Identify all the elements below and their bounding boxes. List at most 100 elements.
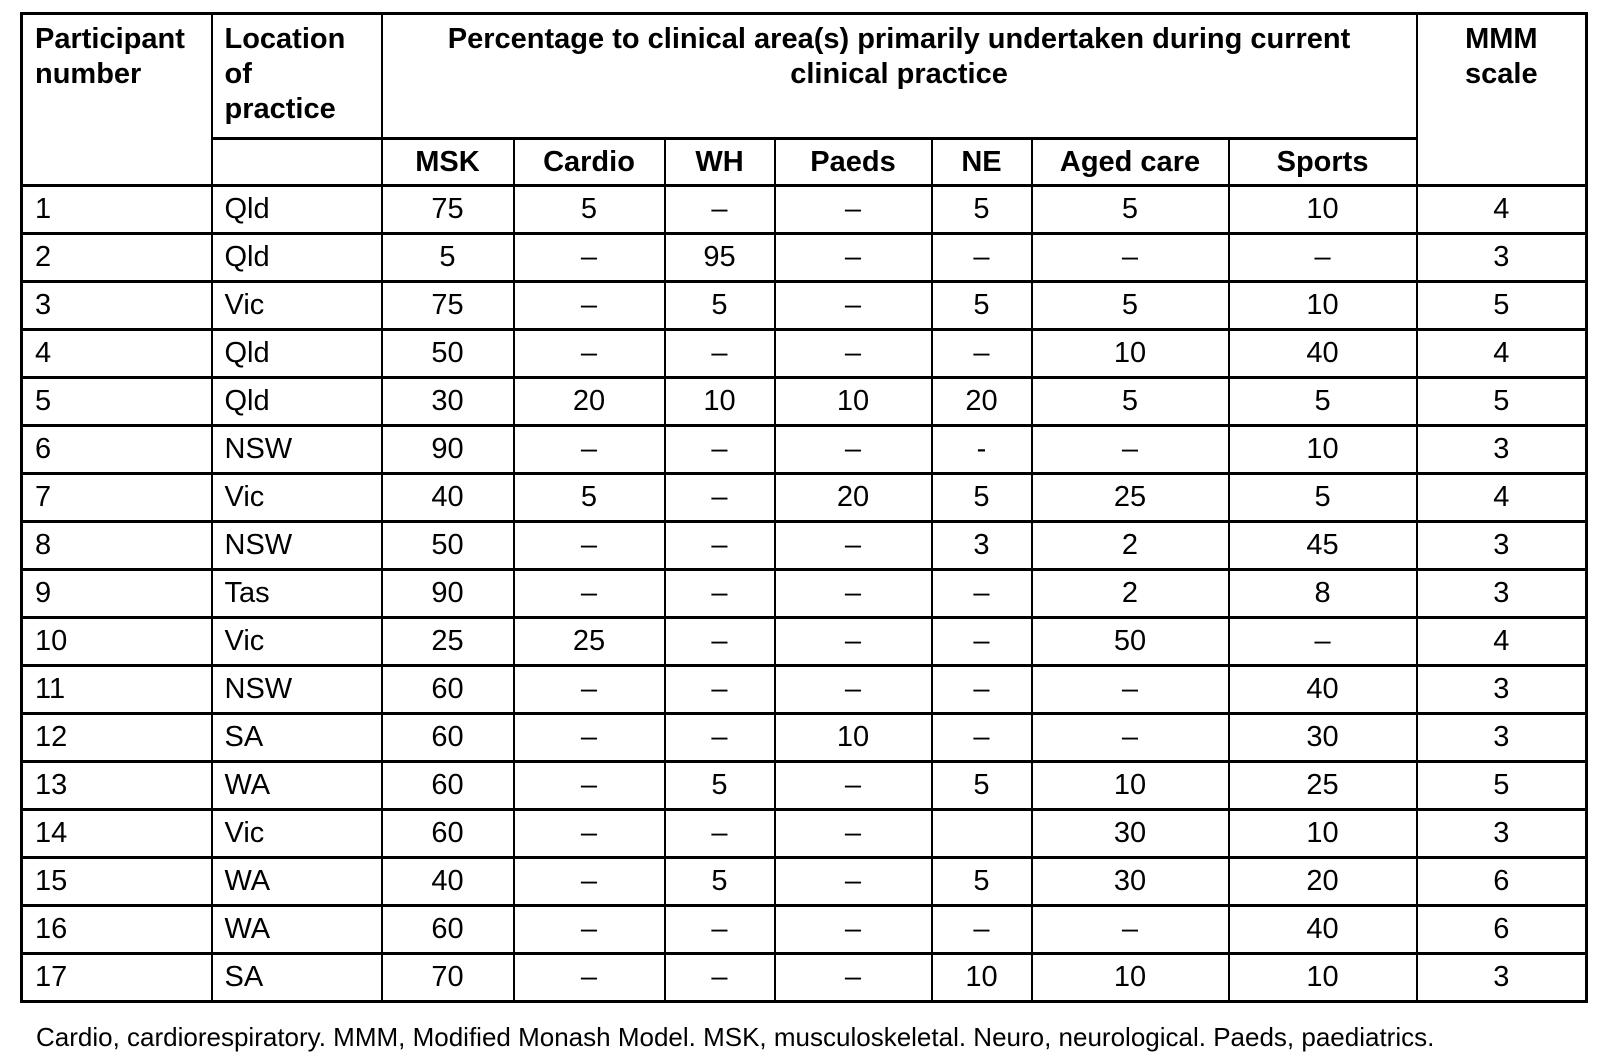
percentage-cell: 2 — [1030, 520, 1230, 571]
percentage-cell: – — [1030, 424, 1230, 475]
percentage-cell: 60 — [380, 712, 515, 763]
participant-number-cell: 6 — [20, 424, 213, 475]
percentage-cell: 10 — [1227, 808, 1418, 859]
percentage-cell: – — [773, 616, 933, 667]
table-row: 12 SA 60– –10– –30 3 — [20, 712, 1588, 763]
percentage-cell: 10 — [773, 712, 933, 763]
location-cell: WA — [210, 856, 383, 907]
percentage-cell: 10 — [663, 376, 776, 427]
location-cell: Vic — [210, 472, 383, 523]
percentage-cell: 10 — [773, 376, 933, 427]
participant-number-cell: 2 — [20, 232, 213, 283]
participant-number-cell: 7 — [20, 472, 213, 523]
percentage-cell: – — [930, 328, 1033, 379]
percentage-cell: – — [512, 808, 666, 859]
percentage-cell: 20 — [512, 376, 666, 427]
table-body: 1 Qld 75 5– –5 5 10 4 2 Qld 5–95– – – –3 3 Vic 75–5–5 5 10… — [20, 184, 1588, 1003]
table-row: 13 WA 60–5–5 10 25 5 — [20, 760, 1588, 811]
participant-number-cell: 12 — [20, 712, 213, 763]
mmm-scale-cell: 4 — [1415, 328, 1588, 379]
percentage-cell: – — [1030, 712, 1230, 763]
percentage-cell: 5 — [930, 760, 1033, 811]
participant-number-cell: 14 — [20, 808, 213, 859]
participant-number-cell: 16 — [20, 904, 213, 955]
percentage-cell: 90 — [380, 424, 515, 475]
percentage-cell: 40 — [1227, 904, 1418, 955]
participant-number-cell: 1 — [20, 184, 213, 235]
mmm-scale-cell: 4 — [1415, 472, 1588, 523]
percentage-cell: – — [663, 664, 776, 715]
percentage-cell: 5 — [380, 232, 515, 283]
percentage-cell: – — [663, 712, 776, 763]
table-row: 6 NSW 90– – – - –10 3 — [20, 424, 1588, 475]
percentage-cell: – — [1030, 664, 1230, 715]
location-cell: SA — [210, 952, 383, 1003]
percentage-cell: – — [930, 904, 1033, 955]
location-cell: WA — [210, 904, 383, 955]
percentage-cell: – — [773, 664, 933, 715]
percentage-cell: – — [773, 904, 933, 955]
percentage-cell: 20 — [773, 472, 933, 523]
percentage-cell: 20 — [1227, 856, 1418, 907]
percentage-cell: – — [773, 808, 933, 859]
percentage-cell: 25 — [1030, 472, 1230, 523]
percentage-cell: – — [1227, 232, 1418, 283]
percentage-cell: – — [1227, 616, 1418, 667]
column-header-msk: MSK — [380, 137, 515, 187]
mmm-scale-cell: 5 — [1415, 376, 1588, 427]
percentage-cell: 5 — [1030, 280, 1230, 331]
percentage-cell: – — [773, 328, 933, 379]
mmm-scale-cell: 4 — [1415, 184, 1588, 235]
percentage-cell: 50 — [380, 520, 515, 571]
percentage-cell: 5 — [1227, 472, 1418, 523]
percentage-cell: – — [512, 856, 666, 907]
percentage-cell: – — [1030, 904, 1230, 955]
column-header-participant-number: Participant number — [20, 12, 213, 187]
percentage-cell: – — [663, 328, 776, 379]
percentage-cell: 10 — [930, 952, 1033, 1003]
percentage-cell: – — [512, 904, 666, 955]
percentage-cell: – — [773, 760, 933, 811]
percentage-cell: 30 — [1227, 712, 1418, 763]
mmm-scale-cell: 3 — [1415, 424, 1588, 475]
participant-number-cell: 3 — [20, 280, 213, 331]
footnote-line: Cardio, cardiorespiratory. MMM, Modified… — [36, 1022, 1435, 1052]
column-header-wh: WH — [663, 137, 776, 187]
percentage-cell: 95 — [663, 232, 776, 283]
percentage-cell: – — [773, 520, 933, 571]
percentage-cell: 10 — [1030, 952, 1230, 1003]
column-header-mmm-scale: MMM scale — [1415, 12, 1588, 187]
mmm-scale-cell: 5 — [1415, 280, 1588, 331]
percentage-cell: – — [773, 424, 933, 475]
table-row: 1 Qld 75 5– –5 5 10 4 — [20, 184, 1588, 235]
percentage-cell: 10 — [1030, 760, 1230, 811]
mmm-scale-cell: 5 — [1415, 760, 1588, 811]
percentage-cell: 10 — [1227, 424, 1418, 475]
percentage-cell: 75 — [380, 184, 515, 235]
percentage-cell: – — [663, 616, 776, 667]
percentage-cell: 75 — [380, 280, 515, 331]
mmm-scale-cell: 3 — [1415, 952, 1588, 1003]
column-header-location-of-practice: Location of practice — [210, 12, 383, 140]
percentage-cell: 25 — [512, 616, 666, 667]
table-row: 7 Vic 40 5–20 5 25 5 4 — [20, 472, 1588, 523]
table-row: 16 WA 60– – – – –40 6 — [20, 904, 1588, 955]
percentage-cell: – — [663, 904, 776, 955]
location-cell: Vic — [210, 808, 383, 859]
percentage-cell: – — [512, 280, 666, 331]
percentage-cell: 90 — [380, 568, 515, 619]
mmm-scale-cell: 3 — [1415, 520, 1588, 571]
location-cell: Qld — [210, 232, 383, 283]
percentage-cell: 45 — [1227, 520, 1418, 571]
percentage-cell: 30 — [380, 376, 515, 427]
percentage-cell: – — [930, 616, 1033, 667]
percentage-cell: 40 — [1227, 664, 1418, 715]
percentage-cell: – — [930, 664, 1033, 715]
column-header-percentage-span: Percentage to clinical area(s) primarily… — [380, 12, 1418, 140]
percentage-cell: – — [512, 664, 666, 715]
percentage-cell: 5 — [930, 856, 1033, 907]
percentage-cell: 25 — [380, 616, 515, 667]
percentage-cell: 30 — [1030, 856, 1230, 907]
column-header-aged-care: Aged care — [1030, 137, 1230, 187]
